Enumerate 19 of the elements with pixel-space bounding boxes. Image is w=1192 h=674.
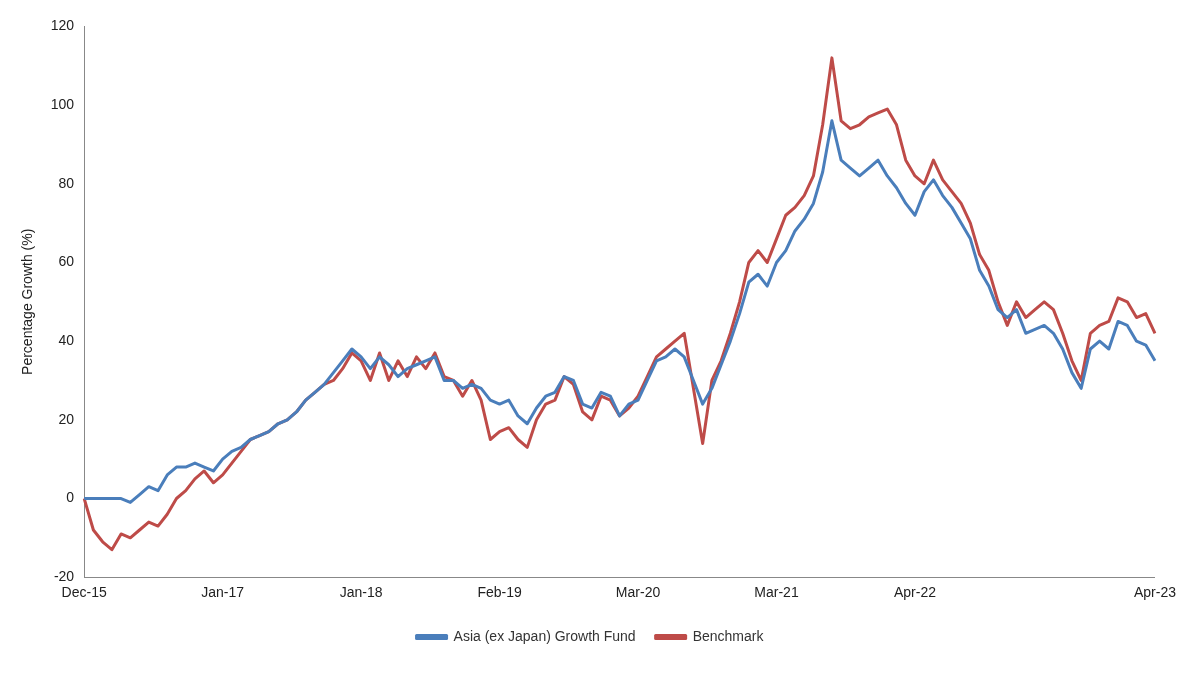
y-tick-label: 80 — [58, 174, 75, 191]
y-tick-label: 20 — [58, 410, 75, 427]
x-tick-label: Apr-22 — [893, 584, 937, 601]
x-tick-label: Jan-18 — [339, 584, 383, 601]
x-tick-label: Feb-19 — [477, 584, 522, 601]
y-tick-label: 100 — [50, 95, 75, 112]
y-axis-title: Percentage Growth (%) — [19, 228, 36, 375]
y-tick-label: 60 — [58, 253, 75, 270]
y-tick-label: 120 — [50, 17, 75, 34]
x-tick-label: Dec-15 — [61, 584, 107, 601]
legend-label: Benchmark — [692, 627, 765, 644]
y-tick-label: -20 — [53, 568, 75, 585]
x-tick-label: Jan-17 — [201, 584, 245, 601]
legend-label: Asia (ex Japan) Growth Fund — [453, 627, 636, 644]
y-tick-label: 0 — [66, 489, 75, 506]
x-tick-label: Mar-21 — [754, 584, 799, 601]
y-tick-label: 40 — [58, 332, 75, 348]
x-tick-label: Apr-23 — [1133, 584, 1177, 601]
x-tick-label: Mar-20 — [615, 584, 661, 601]
